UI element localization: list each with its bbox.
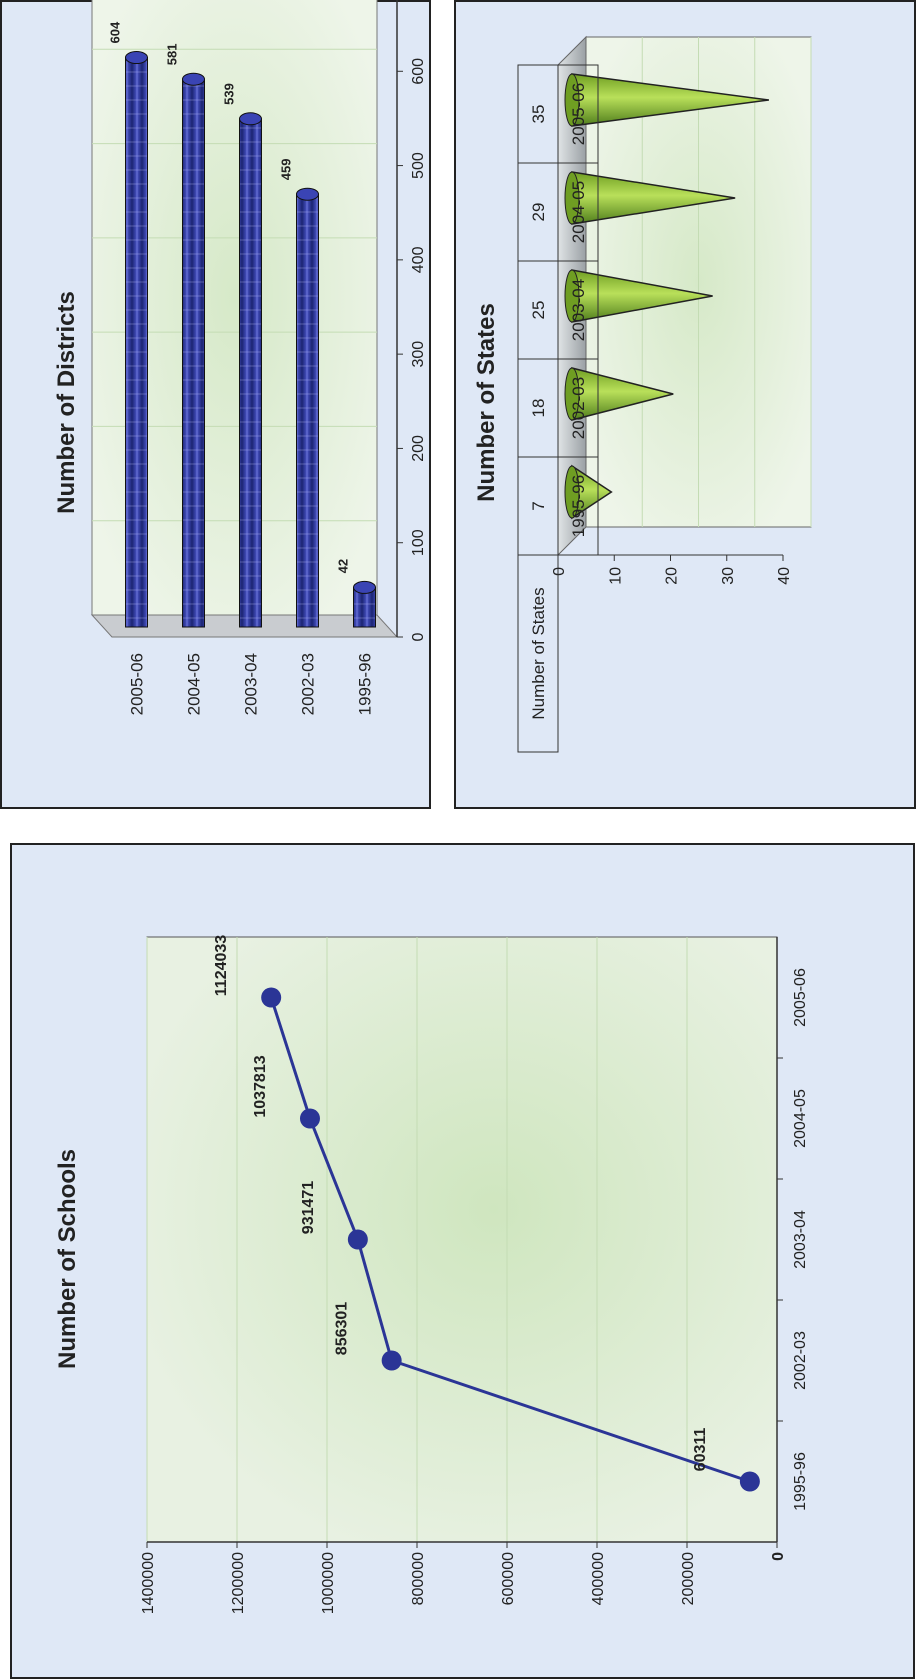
- y-tick-label: 1000000: [320, 1552, 337, 1614]
- x-tick-label: 600: [410, 58, 427, 85]
- x-tick-label: 2002-03: [792, 1331, 809, 1390]
- data-table-category: 2004-05: [569, 181, 588, 243]
- cylinder-cap: [296, 187, 319, 201]
- data-table-row-label: Number of States: [529, 587, 548, 719]
- y-tick-label: 2002-03: [299, 653, 318, 715]
- x-tick-label: 200: [410, 435, 427, 462]
- y-tick-label: 0: [770, 1552, 787, 1561]
- cone-base: [564, 171, 580, 225]
- data-point: [299, 1108, 320, 1129]
- data-point: [739, 1471, 760, 1492]
- states-panel: Number of States 0 10 20 30 40 Number of Stat…: [454, 0, 916, 809]
- schools-line-chart: 0 200000 400000 600000 800000 1000000 1200000 1…: [140, 935, 809, 1615]
- districts-panel: Number of Districts 01002003004005006007…: [0, 0, 431, 809]
- y-tick-label: 20: [664, 567, 681, 585]
- cylinder-bar: [182, 78, 205, 628]
- cylinder-bar: [125, 57, 148, 628]
- data-point: [347, 1229, 368, 1250]
- y-tick-label: 600000: [500, 1552, 517, 1605]
- data-table-value: 29: [529, 203, 548, 222]
- cylinder-cap: [125, 51, 148, 65]
- data-label: 42: [336, 559, 351, 573]
- x-tick-label: 2004-05: [792, 1089, 809, 1148]
- x-tick-label: 400: [410, 246, 427, 273]
- cone-base: [564, 367, 580, 421]
- cylinder-bar: [239, 118, 262, 628]
- cone-base: [564, 73, 580, 127]
- data-table-value: 25: [529, 301, 548, 320]
- data-table-category: 2003-04: [569, 279, 588, 341]
- y-tick-label: 2005-06: [128, 653, 147, 715]
- cylinder-cap: [239, 112, 262, 126]
- y-tick-label: 0: [551, 567, 568, 576]
- cone-base: [564, 465, 580, 519]
- y-tick-label: 10: [607, 567, 624, 585]
- data-table-value: 7: [529, 501, 548, 510]
- x-tick-label: 2003-04: [792, 1210, 809, 1269]
- x-tick-label: 300: [410, 341, 427, 368]
- x-tick-label: 500: [410, 152, 427, 179]
- data-point: [381, 1350, 402, 1371]
- data-point: [261, 987, 282, 1008]
- x-tick-label: 1995-96: [792, 1452, 809, 1511]
- data-table-category: 2002-03: [569, 377, 588, 439]
- cone-base: [564, 269, 580, 323]
- x-tick-label: 0: [410, 632, 427, 641]
- x-tick-label: 100: [410, 529, 427, 556]
- y-tick-label: 1200000: [230, 1552, 247, 1614]
- data-label: 1037813: [252, 1055, 269, 1117]
- data-label: 581: [165, 43, 180, 65]
- data-label: 856301: [334, 1302, 351, 1355]
- cylinder-cap: [353, 580, 376, 594]
- data-table-value: 18: [529, 399, 548, 418]
- data-label: 1124033: [213, 935, 230, 997]
- y-tick-label: 2004-05: [185, 653, 204, 715]
- y-tick-label: 1995-96: [356, 653, 375, 715]
- y-tick-label: 40: [776, 567, 793, 585]
- data-table-category: 2005-06: [569, 83, 588, 145]
- cylinder-bar: [296, 193, 319, 628]
- y-tick-label: 200000: [680, 1552, 697, 1605]
- states-cone-chart: 0 10 20 30 40 Number of States 1995-96 7 2002-03…: [517, 35, 812, 753]
- data-label: 459: [279, 159, 294, 181]
- cylinder-cap: [182, 72, 205, 86]
- data-label: 604: [108, 21, 123, 43]
- data-table-category: 1995-96: [569, 475, 588, 537]
- data-label: 931471: [300, 1181, 317, 1234]
- plot-area: [146, 936, 778, 1543]
- data-table-value: 35: [529, 105, 548, 124]
- schools-panel: Number of Schools 0 200000 400000 600000 800…: [10, 843, 915, 1679]
- y-tick-label: 400000: [590, 1552, 607, 1605]
- data-label: 60311: [692, 1428, 709, 1472]
- y-tick-label: 30: [720, 567, 737, 585]
- districts-cylinder-chart: 01002003004005006007002005-066042004-055…: [90, 0, 427, 715]
- data-label: 539: [222, 83, 237, 105]
- y-tick-label: 800000: [410, 1552, 427, 1605]
- y-tick-label: 1400000: [140, 1552, 157, 1614]
- x-tick-label: 2005-06: [792, 968, 809, 1027]
- y-tick-label: 2003-04: [242, 653, 261, 715]
